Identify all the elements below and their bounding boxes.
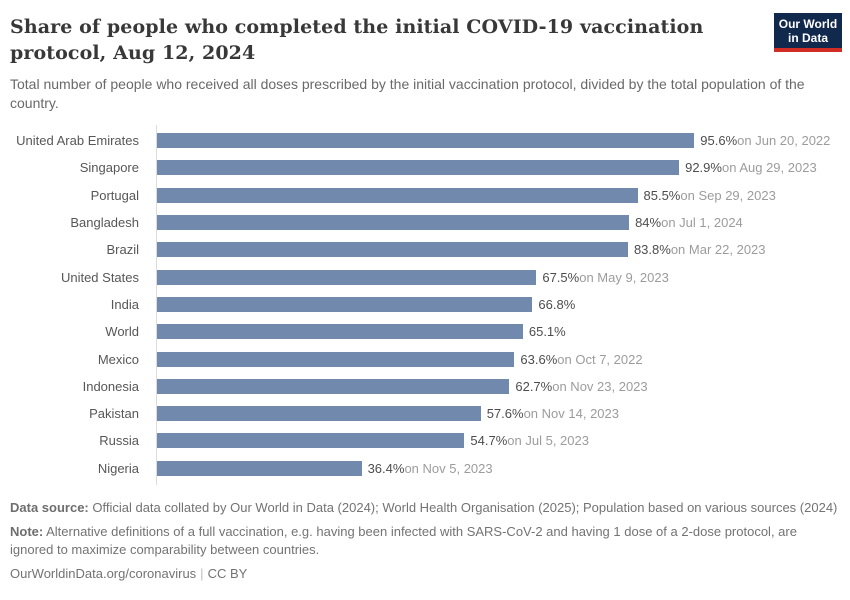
bar-track: 62.7% on Nov 23, 2023 [157, 373, 719, 400]
category-label: Pakistan [89, 406, 139, 422]
note-line: Note: Alternative definitions of a full … [10, 523, 842, 558]
bar-track: 83.8% on Mar 22, 2023 [157, 236, 766, 263]
bar-row: Brazil 83.8% on Mar 22, 2023 [10, 236, 842, 263]
bar[interactable] [157, 242, 628, 258]
bar-track: 54.7% on Jul 5, 2023 [157, 427, 719, 454]
bar[interactable] [157, 215, 630, 231]
date-label: on Oct 7, 2022 [557, 351, 643, 367]
category-label: United Arab Emirates [16, 133, 139, 149]
bar-row: World 65.1% [10, 318, 842, 345]
date-label: on Mar 22, 2023 [670, 242, 766, 258]
bar-track: 85.5% on Sep 29, 2023 [157, 182, 776, 209]
value-label: 36.4% [367, 460, 405, 476]
bar[interactable] [157, 460, 362, 476]
bar[interactable] [157, 378, 510, 394]
bar-track: 95.6% on Jun 20, 2022 [157, 127, 830, 154]
value-label: 54.7% [470, 433, 508, 449]
value-label: 83.8% [633, 242, 671, 258]
chart-footer: Data source: Official data collated by O… [10, 499, 842, 583]
category-label: India [110, 296, 139, 312]
bar-row: Pakistan 57.6% on Nov 14, 2023 [10, 400, 842, 427]
bar[interactable] [157, 324, 523, 340]
bar-rows-container: United Arab Emirates 95.6% on Jun 20, 20… [10, 127, 842, 482]
bar-row: United Arab Emirates 95.6% on Jun 20, 20… [10, 127, 842, 154]
date-label: on Jul 1, 2024 [661, 215, 743, 231]
value-label: 66.8% [538, 296, 576, 312]
bar-track: 65.1% [157, 318, 719, 345]
bar-row: India 66.8% [10, 291, 842, 318]
value-label: 65.1% [528, 324, 566, 340]
category-label: Brazil [106, 242, 139, 258]
separator: | [200, 566, 204, 582]
category-label: United States [60, 269, 139, 285]
owid-url-link[interactable]: OurWorldinData.org/coronavirus [10, 566, 197, 582]
bar[interactable] [157, 296, 533, 312]
bar-track: 57.6% on Nov 14, 2023 [157, 400, 719, 427]
attribution-line: OurWorldinData.org/coronavirus | CC BY [10, 565, 842, 583]
note-text: Alternative definitions of a full vaccin… [10, 524, 797, 557]
value-label: 92.9% [685, 160, 722, 176]
bar[interactable] [157, 406, 481, 422]
bar[interactable] [157, 269, 537, 285]
data-source-text: Official data collated by Our World in D… [88, 499, 838, 515]
data-source-label: Data source: [10, 499, 89, 515]
value-label: 67.5% [542, 269, 580, 285]
bar-row: Singapore 92.9% on Aug 29, 2023 [10, 154, 842, 181]
value-label: 57.6% [486, 406, 524, 422]
date-label: on May 9, 2023 [579, 269, 669, 285]
value-label: 62.7% [515, 378, 553, 394]
bar-row: Indonesia 62.7% on Nov 23, 2023 [10, 373, 842, 400]
category-label: Nigeria [97, 460, 139, 476]
bar[interactable] [157, 351, 515, 367]
date-label: on Aug 29, 2023 [721, 160, 817, 176]
y-axis-line [156, 125, 157, 485]
bar[interactable] [157, 160, 680, 176]
date-label: on Nov 14, 2023 [523, 406, 619, 422]
value-label: 63.6% [520, 351, 558, 367]
bar[interactable] [157, 187, 638, 203]
bar-row: Russia 54.7% on Jul 5, 2023 [10, 427, 842, 454]
bar-track: 67.5% on May 9, 2023 [157, 263, 719, 290]
date-label: on Jun 20, 2022 [737, 133, 831, 149]
bar-track: 66.8% [157, 291, 719, 318]
category-label: Mexico [97, 351, 139, 367]
date-label: on Sep 29, 2023 [680, 187, 776, 203]
owid-logo[interactable]: Our World in Data [774, 13, 842, 52]
chart-subtitle: Total number of people who received all … [10, 76, 805, 111]
value-label: 85.5% [643, 187, 681, 203]
date-label: on Nov 23, 2023 [552, 378, 648, 394]
chart-title: Share of people who completed the initia… [10, 16, 704, 64]
date-label: on Jul 5, 2023 [507, 433, 589, 449]
bar-row: Mexico 63.6% on Oct 7, 2022 [10, 345, 842, 372]
value-label: 95.6% [700, 133, 738, 149]
owid-logo-line1: Our World [778, 17, 838, 31]
category-label: Portugal [90, 187, 139, 203]
bar-chart: United Arab Emirates 95.6% on Jun 20, 20… [10, 125, 842, 485]
data-source-line: Data source: Official data collated by O… [10, 499, 842, 517]
date-label: on Nov 5, 2023 [404, 460, 493, 476]
bar-track: 36.4% on Nov 5, 2023 [157, 455, 719, 482]
bar-track: 84% on Jul 1, 2024 [157, 209, 743, 236]
value-label: 84% [635, 215, 662, 231]
owid-logo-line2: in Data [787, 31, 828, 45]
bar-row: Bangladesh 84% on Jul 1, 2024 [10, 209, 842, 236]
bar-row: Nigeria 36.4% on Nov 5, 2023 [10, 455, 842, 482]
license-label: CC BY [207, 566, 248, 582]
bar-track: 92.9% on Aug 29, 2023 [157, 154, 817, 181]
category-label: World [105, 324, 139, 340]
bar-row: Portugal 85.5% on Sep 29, 2023 [10, 182, 842, 209]
category-label: Russia [99, 433, 139, 449]
category-label: Bangladesh [70, 215, 139, 231]
category-label: Indonesia [82, 378, 139, 394]
bar-track: 63.6% on Oct 7, 2022 [157, 345, 719, 372]
bar[interactable] [157, 133, 695, 149]
bar[interactable] [157, 433, 465, 449]
category-label: Singapore [79, 160, 139, 176]
bar-row: United States 67.5% on May 9, 2023 [10, 263, 842, 290]
note-label: Note: [10, 524, 44, 540]
